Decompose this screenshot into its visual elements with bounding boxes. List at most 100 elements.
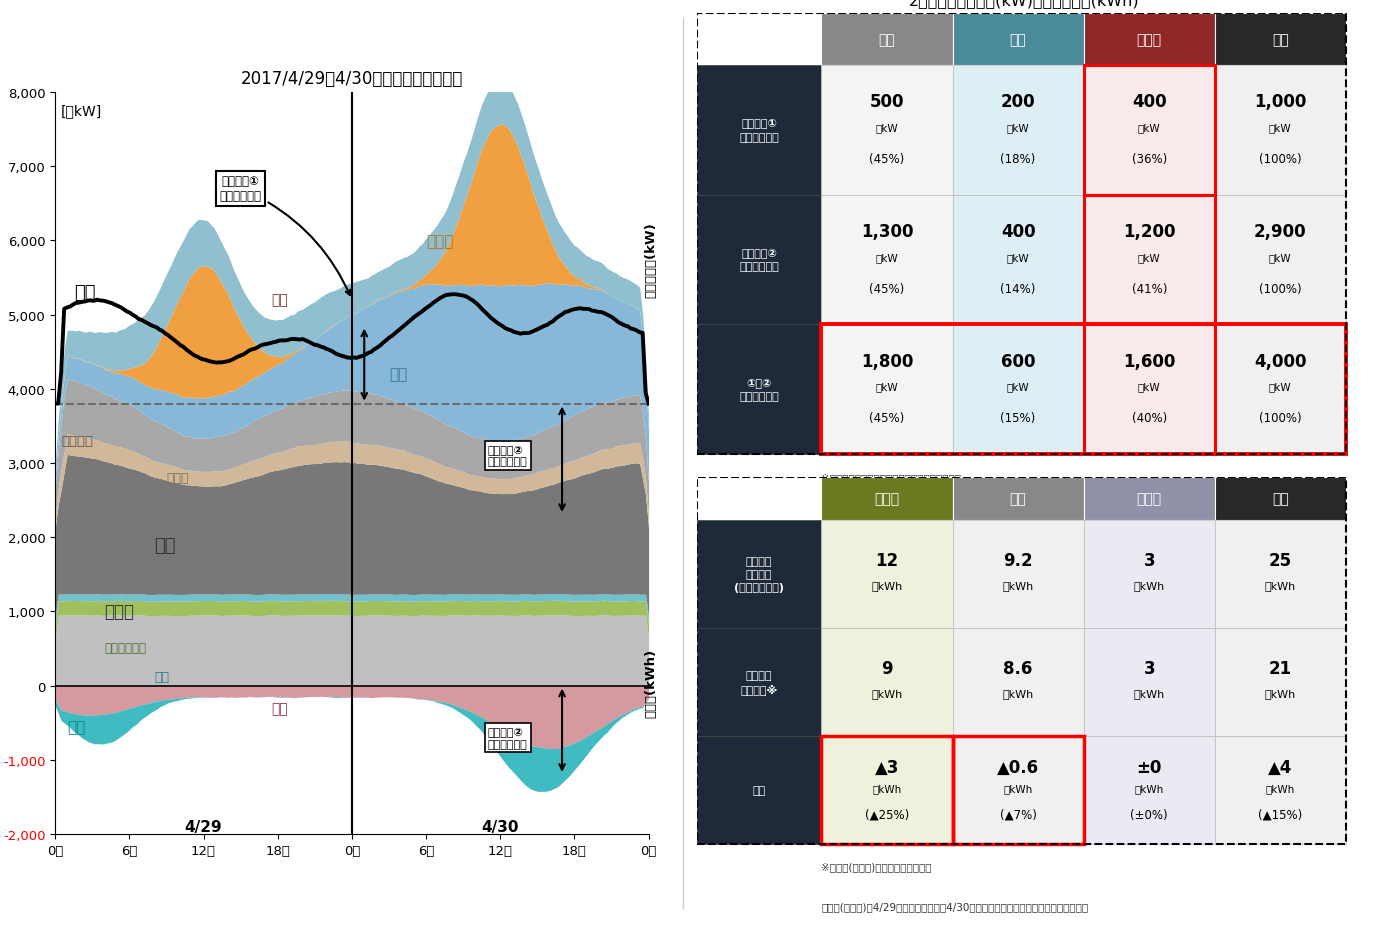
- Text: (45%): (45%): [869, 412, 905, 425]
- Text: (▲15%): (▲15%): [1259, 807, 1303, 820]
- Text: 1,300: 1,300: [861, 222, 914, 241]
- Bar: [1214, 14, 1346, 66]
- Text: 調整断面①
（上げ方向）: 調整断面① （上げ方向）: [740, 120, 780, 143]
- Text: (▲7%): (▲7%): [999, 807, 1036, 820]
- Text: (100%): (100%): [1259, 412, 1301, 425]
- Bar: [1083, 66, 1214, 196]
- Text: 億kWh: 億kWh: [1002, 688, 1034, 698]
- Text: (100%): (100%): [1259, 153, 1301, 166]
- Text: 億kWh: 億kWh: [1133, 580, 1165, 590]
- Text: (14%): (14%): [1000, 283, 1036, 296]
- Text: 億kWh: 億kWh: [1264, 580, 1296, 590]
- Bar: [1214, 520, 1346, 629]
- Bar: [1083, 325, 1214, 454]
- Bar: [1083, 14, 1214, 66]
- Text: 1,800: 1,800: [861, 352, 914, 370]
- Text: 揚水: 揚水: [68, 719, 86, 734]
- Bar: [952, 66, 1083, 196]
- Text: 石油等: 石油等: [167, 472, 189, 485]
- Bar: [821, 477, 952, 520]
- Title: 2日間の活用調整力(kW)と発電電力量(kWh): 2日間の活用調整力(kW)と発電電力量(kWh): [909, 0, 1140, 8]
- Text: 万kW: 万kW: [1138, 382, 1161, 392]
- Text: 600: 600: [1000, 352, 1035, 370]
- Bar: [697, 629, 821, 736]
- Text: 1,200: 1,200: [1123, 222, 1176, 241]
- Text: 1,000: 1,000: [1254, 94, 1307, 111]
- Text: 差分: 差分: [752, 785, 766, 795]
- Bar: [1214, 736, 1346, 844]
- Text: 水力: 水力: [155, 670, 170, 683]
- Bar: [952, 196, 1083, 325]
- Bar: [952, 14, 1083, 66]
- Bar: [1214, 196, 1346, 325]
- Text: 石炭: 石炭: [155, 536, 175, 554]
- Text: (100%): (100%): [1259, 283, 1301, 296]
- Bar: [1083, 196, 1214, 325]
- Text: 億kWh: 億kWh: [872, 783, 901, 794]
- Bar: [821, 325, 952, 454]
- Bar: [1083, 66, 1214, 196]
- Bar: [821, 736, 952, 844]
- Bar: [1083, 196, 1214, 325]
- Text: 12: 12: [875, 552, 898, 569]
- Text: ※四捨五入の関係で合計が合わない場合がある。: ※四捨五入の関係で合計が合わない場合がある。: [821, 473, 962, 483]
- Bar: [697, 736, 821, 844]
- Text: 万kW: 万kW: [876, 253, 898, 262]
- Text: 万kW: 万kW: [1007, 123, 1029, 133]
- Title: 2017/4/29～4/30のドイツの電力需給: 2017/4/29～4/30のドイツの電力需給: [240, 70, 464, 88]
- Bar: [1214, 66, 1346, 196]
- Text: ▲4: ▲4: [1268, 757, 1293, 776]
- Text: (45%): (45%): [869, 153, 905, 166]
- Bar: [821, 629, 952, 736]
- Bar: [697, 66, 821, 196]
- Bar: [821, 14, 952, 66]
- Text: 合計: 合計: [1272, 33, 1289, 47]
- Bar: [952, 629, 1083, 736]
- Text: 風力: 風力: [389, 367, 407, 382]
- Bar: [952, 477, 1083, 520]
- Text: 万kW: 万kW: [1270, 253, 1292, 262]
- Text: バイオマス等: バイオマス等: [105, 641, 146, 654]
- Text: 調整断面①
（上げ方向）: 調整断面① （上げ方向）: [219, 175, 351, 296]
- Text: 4,000: 4,000: [1254, 352, 1307, 370]
- Text: 調整断面②
（下げ方向）: 調整断面② （下げ方向）: [489, 727, 527, 749]
- Bar: [952, 736, 1083, 844]
- Text: 1,600: 1,600: [1123, 352, 1176, 370]
- Bar: [1214, 629, 1346, 736]
- Text: 9.2: 9.2: [1003, 552, 1032, 569]
- Text: (18%): (18%): [1000, 153, 1036, 166]
- Text: 輸出入が
有る場合
(実際のケース): 輸出入が 有る場合 (実際のケース): [734, 556, 784, 592]
- Text: 輸出: 輸出: [272, 701, 288, 716]
- Text: 揚水: 揚水: [1010, 33, 1027, 47]
- Text: 天然ガス: 天然ガス: [61, 435, 94, 448]
- Text: 万kW: 万kW: [1138, 123, 1161, 133]
- Text: 8.6: 8.6: [1003, 659, 1032, 678]
- Text: 発電量(kWh): 発電量(kWh): [644, 648, 657, 717]
- Text: ①＋②
（上下合計）: ①＋② （上下合計）: [740, 378, 780, 401]
- Bar: [697, 196, 821, 325]
- Text: 億kWh: 億kWh: [871, 688, 903, 698]
- Text: 余剰分(輸出分)は4/29は火力出力低下、4/30は再エネ制御が発生すると想定して試算。: 余剰分(輸出分)は4/29は火力出力低下、4/30は再エネ制御が発生すると想定し…: [821, 902, 1089, 911]
- Text: (±0%): (±0%): [1130, 807, 1167, 820]
- Bar: [1083, 629, 1214, 736]
- Bar: [1083, 477, 1214, 520]
- Text: 火力: 火力: [879, 33, 896, 47]
- Text: 4/30: 4/30: [482, 819, 519, 834]
- Bar: [821, 66, 952, 196]
- Text: 万kW: 万kW: [876, 123, 898, 133]
- Text: 再工ネ: 再工ネ: [875, 492, 900, 506]
- Text: 2,900: 2,900: [1254, 222, 1307, 241]
- Bar: [1214, 325, 1346, 454]
- Text: ±0: ±0: [1137, 757, 1162, 776]
- Text: 億kWh: 億kWh: [1133, 688, 1165, 698]
- Text: (45%): (45%): [869, 283, 905, 296]
- Bar: [821, 736, 952, 844]
- Text: 万kW: 万kW: [1270, 382, 1292, 392]
- Text: 400: 400: [1132, 94, 1166, 111]
- Bar: [1214, 477, 1346, 520]
- Text: (15%): (15%): [1000, 412, 1036, 425]
- Text: 21: 21: [1268, 659, 1292, 678]
- Text: 万kW: 万kW: [876, 382, 898, 392]
- Bar: [697, 520, 821, 629]
- Text: 需要: 需要: [73, 284, 95, 302]
